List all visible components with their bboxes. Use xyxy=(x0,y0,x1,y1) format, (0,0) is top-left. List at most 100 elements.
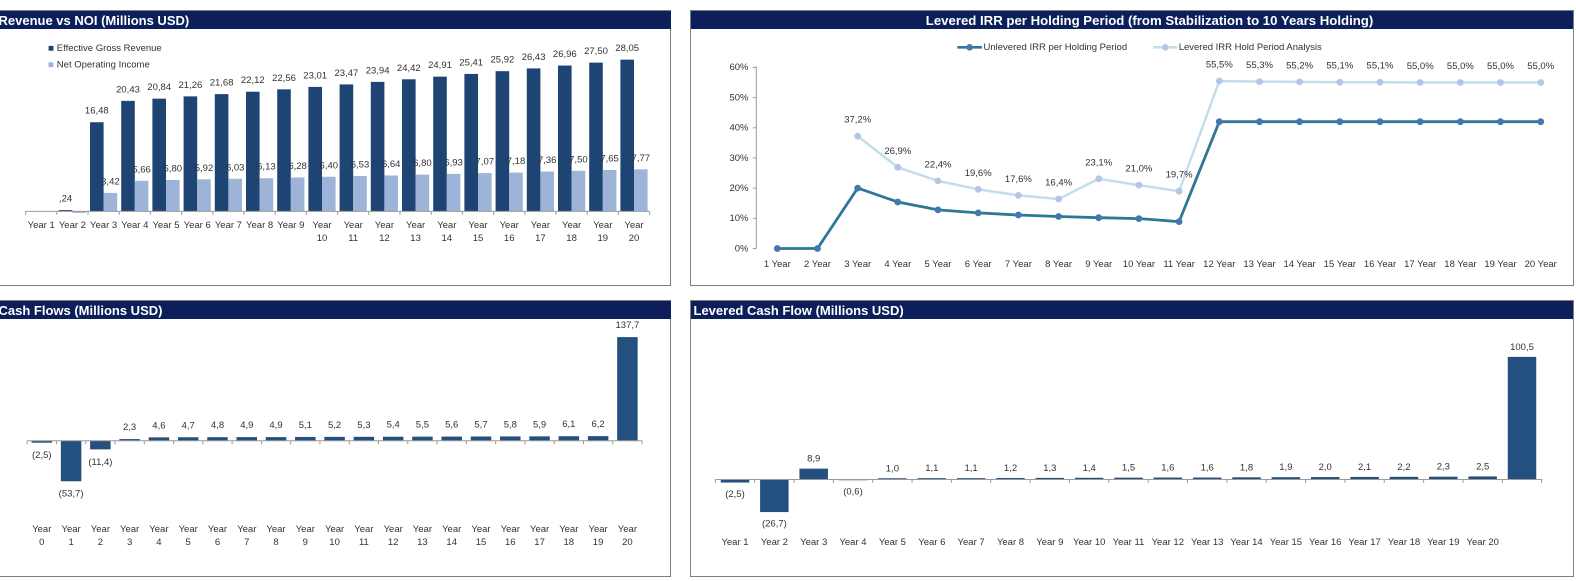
svg-text:55,1%: 55,1% xyxy=(1367,61,1394,72)
svg-text:8,9: 8,9 xyxy=(807,454,820,465)
svg-text:55,0%: 55,0% xyxy=(1447,61,1474,72)
svg-text:40%: 40% xyxy=(729,123,749,134)
svg-text:(26,7): (26,7) xyxy=(762,519,787,530)
svg-text:6,64: 6,64 xyxy=(382,159,401,170)
svg-text:4,9: 4,9 xyxy=(240,420,253,431)
svg-text:Year: Year xyxy=(530,524,549,535)
svg-text:50%: 50% xyxy=(729,92,749,103)
svg-text:Levered IRR per Holding Period: Levered IRR per Holding Period (from Sta… xyxy=(926,13,1373,28)
svg-text:Year: Year xyxy=(593,220,612,231)
svg-text:22,12: 22,12 xyxy=(241,75,265,86)
svg-text:11: 11 xyxy=(359,537,369,548)
svg-text:30%: 30% xyxy=(729,153,749,164)
svg-text:24,91: 24,91 xyxy=(428,60,452,71)
svg-text:19,6%: 19,6% xyxy=(965,168,992,179)
svg-text:7 Year: 7 Year xyxy=(1005,259,1032,270)
svg-text:20: 20 xyxy=(629,233,640,244)
svg-text:6,80: 6,80 xyxy=(413,158,432,169)
svg-text:Year 6: Year 6 xyxy=(184,220,211,231)
svg-text:1,6: 1,6 xyxy=(1201,463,1214,474)
svg-text:6,13: 6,13 xyxy=(257,162,276,173)
svg-text:18: 18 xyxy=(566,233,577,244)
svg-text:5,7: 5,7 xyxy=(474,420,487,431)
svg-text:9 Year: 9 Year xyxy=(1085,259,1112,270)
svg-text:7,36: 7,36 xyxy=(538,155,557,166)
svg-text:Year 7: Year 7 xyxy=(958,537,985,548)
svg-text:1: 1 xyxy=(68,537,73,548)
svg-text:21,68: 21,68 xyxy=(210,78,234,89)
svg-text:(0,6): (0,6) xyxy=(843,487,863,498)
svg-text:Year 8: Year 8 xyxy=(246,220,273,231)
svg-text:25,92: 25,92 xyxy=(491,55,515,66)
svg-text:22,56: 22,56 xyxy=(272,73,296,84)
svg-text:Year: Year xyxy=(120,524,139,535)
svg-text:26,43: 26,43 xyxy=(522,52,546,63)
svg-text:12: 12 xyxy=(388,537,399,548)
svg-text:Year 5: Year 5 xyxy=(152,220,179,231)
svg-text:4,7: 4,7 xyxy=(182,420,195,431)
svg-text:Year: Year xyxy=(559,524,578,535)
svg-text:5: 5 xyxy=(186,537,191,548)
svg-text:1,1: 1,1 xyxy=(925,463,938,474)
svg-text:Year: Year xyxy=(624,220,643,231)
svg-text:5 Year: 5 Year xyxy=(925,259,952,270)
svg-text:60%: 60% xyxy=(729,62,749,73)
svg-text:10%: 10% xyxy=(729,213,749,224)
svg-text:2,3: 2,3 xyxy=(1437,462,1450,473)
svg-text:14 Year: 14 Year xyxy=(1283,259,1315,270)
svg-text:Year 4: Year 4 xyxy=(839,537,866,548)
svg-text:14: 14 xyxy=(446,537,457,548)
svg-text:Year: Year xyxy=(344,220,363,231)
svg-text:0: 0 xyxy=(39,537,44,548)
svg-text:Unlevered IRR per Holding Peri: Unlevered IRR per Holding Period xyxy=(984,42,1128,53)
svg-text:7,50: 7,50 xyxy=(569,154,588,165)
svg-text:4,6: 4,6 xyxy=(152,420,165,431)
svg-text:12 Year: 12 Year xyxy=(1203,259,1235,270)
svg-text:Year: Year xyxy=(149,524,168,535)
svg-text:Year: Year xyxy=(437,220,456,231)
svg-text:Year: Year xyxy=(325,524,344,535)
svg-text:23,47: 23,47 xyxy=(335,68,359,79)
svg-text:Effective Gross Revenue: Effective Gross Revenue xyxy=(57,43,162,54)
svg-text:Year: Year xyxy=(500,220,519,231)
svg-text:Year 20: Year 20 xyxy=(1466,537,1498,548)
svg-text:Year 7: Year 7 xyxy=(215,220,242,231)
svg-text:1,5: 1,5 xyxy=(1122,463,1135,474)
svg-text:55,3%: 55,3% xyxy=(1246,60,1273,71)
svg-text:1,3: 1,3 xyxy=(1043,463,1056,474)
svg-text:14: 14 xyxy=(442,233,453,244)
svg-text:Year: Year xyxy=(375,220,394,231)
svg-text:3 Year: 3 Year xyxy=(844,259,871,270)
svg-text:Year 6: Year 6 xyxy=(918,537,945,548)
svg-text:Year: Year xyxy=(91,524,110,535)
svg-text:Year: Year xyxy=(501,524,520,535)
svg-text:22,4%: 22,4% xyxy=(925,159,952,170)
svg-text:4 Year: 4 Year xyxy=(884,259,911,270)
svg-text:Year: Year xyxy=(266,524,285,535)
svg-text:2: 2 xyxy=(98,537,103,548)
svg-text:6,2: 6,2 xyxy=(591,419,604,430)
svg-text:20 Year: 20 Year xyxy=(1525,259,1557,270)
svg-text:7: 7 xyxy=(244,537,249,548)
svg-text:4: 4 xyxy=(156,537,161,548)
svg-text:26,9%: 26,9% xyxy=(884,146,911,157)
svg-text:20%: 20% xyxy=(729,183,749,194)
svg-text:12: 12 xyxy=(379,233,390,244)
svg-text:2 Year: 2 Year xyxy=(804,259,831,270)
svg-text:19 Year: 19 Year xyxy=(1484,259,1516,270)
svg-text:7,77: 7,77 xyxy=(632,153,651,164)
svg-text:15 Year: 15 Year xyxy=(1324,259,1356,270)
svg-text:Year: Year xyxy=(468,220,487,231)
svg-text:Year 9: Year 9 xyxy=(277,220,304,231)
svg-text:Revenue vs NOI (Millions USD): Revenue vs NOI (Millions USD) xyxy=(0,13,189,28)
svg-text:Year 19: Year 19 xyxy=(1427,537,1459,548)
svg-text:18 Year: 18 Year xyxy=(1444,259,1476,270)
svg-text:55,0%: 55,0% xyxy=(1487,61,1514,72)
svg-text:1,6: 1,6 xyxy=(1161,463,1174,474)
svg-text:2,0: 2,0 xyxy=(1319,462,1332,473)
svg-text:6,40: 6,40 xyxy=(320,160,339,171)
svg-text:1,8: 1,8 xyxy=(1240,462,1253,473)
svg-text:17 Year: 17 Year xyxy=(1404,259,1436,270)
svg-text:(53,7): (53,7) xyxy=(59,489,84,500)
svg-text:55,5%: 55,5% xyxy=(1206,60,1233,71)
